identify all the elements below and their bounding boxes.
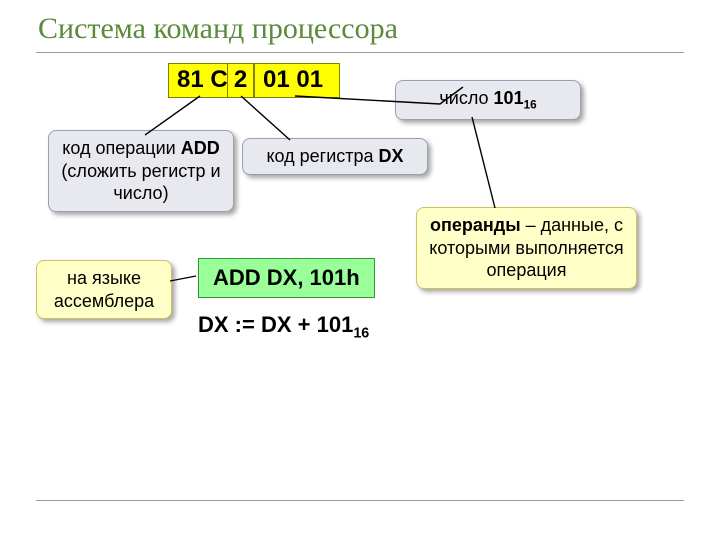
callout-asm-lang: на языке ассемблера: [36, 260, 172, 319]
divider-top: [36, 52, 684, 53]
callout-operands: операнды – данные, с которыми выполняетс…: [416, 207, 637, 289]
slide-stage: { "title": { "text": "Система команд про…: [0, 0, 720, 540]
page-title: Система команд процессора: [38, 12, 398, 46]
hex-reg: 2: [227, 63, 254, 98]
connector-line: [241, 96, 290, 140]
expression: DX := DX + 10116: [198, 312, 369, 341]
divider-bottom: [36, 500, 684, 501]
connector-line: [472, 117, 495, 208]
callout-number: число 10116: [395, 80, 581, 120]
callout-opcode: код операции ADD (сложить регистр и числ…: [48, 130, 234, 212]
connector-line: [170, 276, 196, 281]
asm-instruction-box: ADD DX, 101h: [198, 258, 375, 298]
hex-imm: 01 01: [254, 63, 340, 98]
callout-register: код регистра DX: [242, 138, 428, 175]
